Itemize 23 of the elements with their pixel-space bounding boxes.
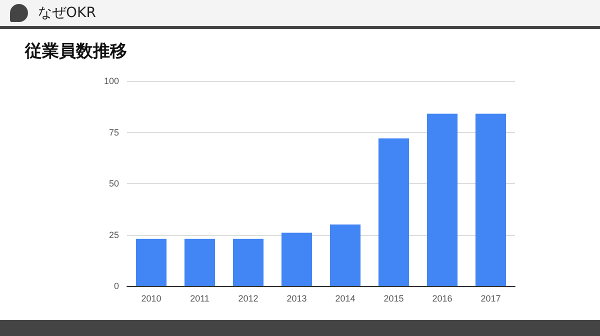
x-tick-label: 2013	[286, 294, 307, 304]
y-tick-label: 75	[108, 127, 119, 138]
x-tick-label: 2010	[141, 294, 162, 304]
bar	[232, 238, 264, 286]
x-tick-label: 2016	[432, 294, 452, 304]
bar	[330, 224, 361, 286]
bar	[378, 138, 410, 286]
chart-title: なぜOKR	[38, 4, 96, 22]
x-tick-label: 2014	[335, 294, 356, 304]
x-tick-label: 2012	[238, 294, 258, 304]
bar	[475, 114, 506, 286]
y-tick-label: 50	[108, 178, 119, 188]
x-tick-label: 2017	[480, 294, 501, 304]
bar	[184, 238, 216, 286]
y-tick-label: 100	[104, 76, 119, 86]
x-tick-label: 2011	[190, 294, 210, 304]
chart-subtitle: 従業員数推移	[24, 42, 127, 62]
y-tick-label: 25	[108, 230, 119, 240]
bar	[281, 232, 312, 286]
bar	[426, 114, 458, 286]
y-tick-label: 0	[114, 281, 119, 291]
bar	[136, 238, 167, 286]
x-tick-label: 2015	[384, 294, 404, 304]
